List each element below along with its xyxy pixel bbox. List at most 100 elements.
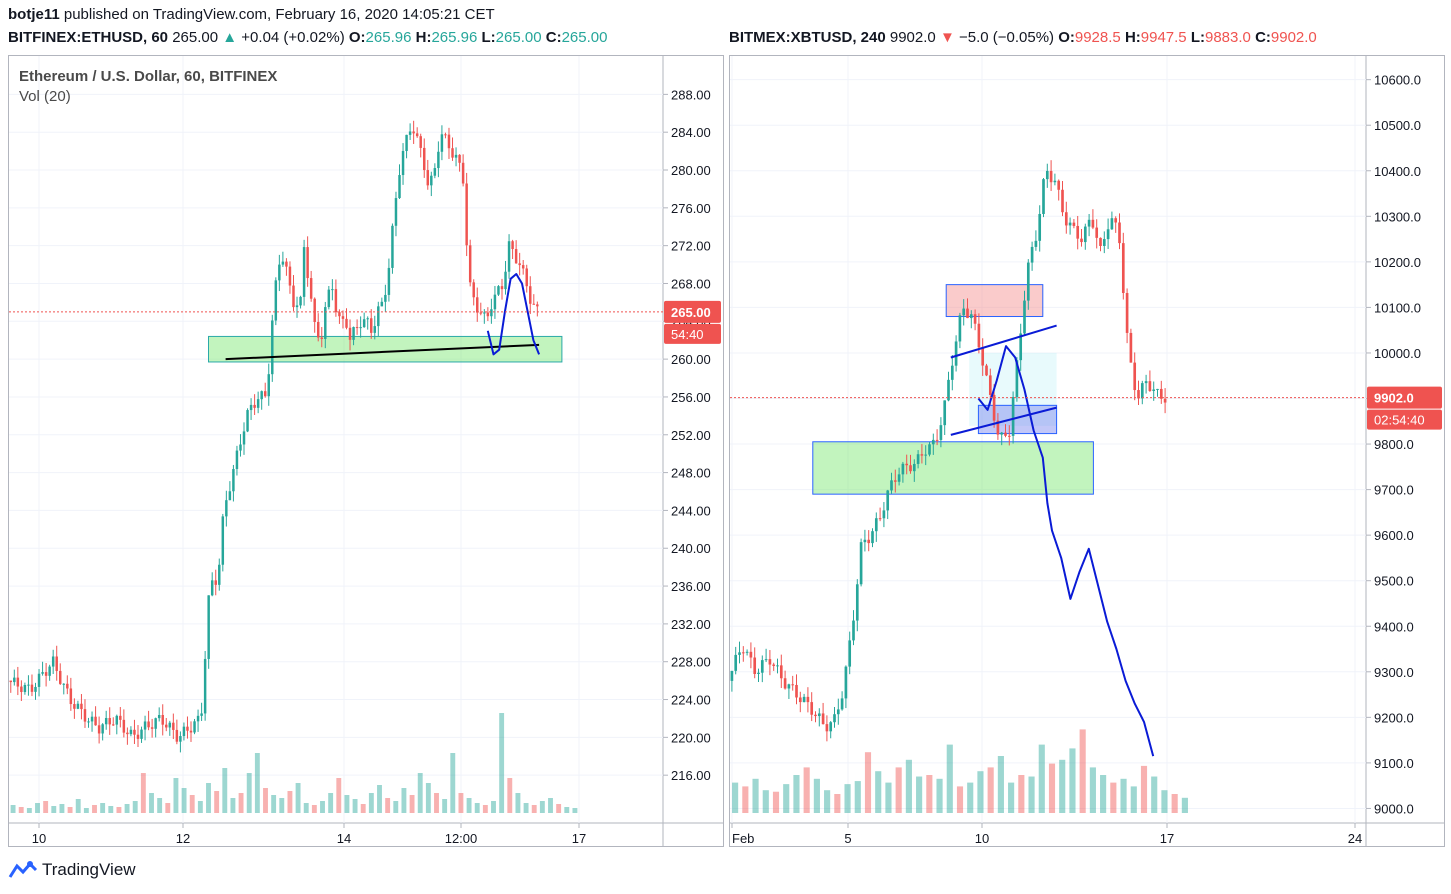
- candle: [271, 320, 274, 375]
- candle: [263, 391, 267, 397]
- candle: [882, 510, 886, 519]
- y-tick-label: 220.00: [671, 730, 711, 745]
- candle: [507, 241, 511, 272]
- candle: [863, 539, 867, 543]
- candle: [1133, 362, 1137, 391]
- y-tick-label: 224.00: [671, 693, 711, 708]
- candle: [985, 365, 988, 376]
- candle: [486, 312, 490, 317]
- tradingview-footer[interactable]: TradingView: [8, 860, 136, 880]
- y-tick-label: 9600.0: [1374, 528, 1414, 543]
- volume-bar: [442, 799, 448, 813]
- y-tick-label: 248.00: [671, 466, 711, 481]
- volume-bar: [539, 801, 545, 813]
- volume-bar: [548, 798, 553, 813]
- volume-bar: [1008, 782, 1015, 813]
- eth-chart-panel[interactable]: 288.00284.00280.00276.00272.00268.00264.…: [8, 55, 724, 847]
- candle: [437, 151, 440, 169]
- candle: [362, 319, 366, 328]
- candle: [51, 656, 55, 667]
- candle: [242, 431, 246, 445]
- candle: [1102, 239, 1106, 246]
- candle: [112, 724, 115, 726]
- candle: [320, 337, 323, 339]
- candle: [423, 147, 426, 171]
- resistance-zone: [945, 284, 1044, 318]
- volume-bar: [409, 795, 415, 813]
- candle: [165, 724, 168, 728]
- volume-bar: [279, 798, 285, 813]
- x-tick-label: 14: [337, 831, 351, 846]
- eth-chart-svg[interactable]: 288.00284.00280.00276.00272.00268.00264.…: [9, 56, 723, 846]
- volume-bar: [263, 788, 268, 813]
- candle: [1125, 293, 1129, 333]
- volume-bar: [393, 801, 399, 813]
- candle: [341, 316, 345, 319]
- volume-bar: [189, 795, 195, 813]
- y-tick-label: 9300.0: [1374, 665, 1414, 680]
- right-close: 9902.0: [1270, 29, 1317, 46]
- candle: [253, 404, 256, 408]
- published-text: published on TradingView.com, February 1…: [63, 6, 495, 23]
- y-tick-label: 10300.0: [1374, 209, 1421, 224]
- candle: [798, 697, 802, 703]
- volume-bar: [875, 771, 882, 813]
- y-tick-label: 9000.0: [1374, 801, 1414, 816]
- author-name[interactable]: botje11: [8, 6, 60, 23]
- candle: [20, 686, 23, 693]
- candle: [1076, 225, 1080, 239]
- volume-bar: [1018, 775, 1025, 813]
- candle: [359, 327, 362, 329]
- candle: [419, 136, 422, 148]
- candle: [83, 709, 87, 722]
- candle: [355, 327, 359, 329]
- y-tick-label: 244.00: [671, 503, 711, 518]
- volume-bar: [977, 771, 984, 813]
- volume-bar: [92, 805, 97, 813]
- volume-bar: [35, 803, 40, 813]
- btc-chart-panel[interactable]: 10600.0 10500.0 10400.0 10300.0 10200.0 10100…: [729, 55, 1445, 847]
- candle: [97, 725, 101, 734]
- candle: [377, 306, 380, 327]
- candle: [1159, 388, 1163, 399]
- candle: [228, 491, 232, 501]
- candle: [37, 673, 41, 687]
- candle: [1118, 222, 1121, 244]
- up-arrow-icon: ▲: [222, 29, 238, 46]
- volume-bar: [149, 793, 154, 813]
- candle: [150, 727, 154, 729]
- btc-chart-svg[interactable]: 10600.010500.010400.010300.010200.010100…: [730, 56, 1444, 846]
- volume-bar: [783, 784, 790, 813]
- candle: [327, 289, 331, 308]
- eth-volume-indicator[interactable]: Vol (20): [19, 88, 71, 105]
- candle: [871, 531, 874, 544]
- y-tick-label: 236.00: [671, 579, 711, 594]
- y-tick-label: 9800.0: [1374, 437, 1414, 452]
- candle: [950, 365, 954, 380]
- volume-bar: [100, 803, 106, 813]
- candle: [23, 684, 27, 693]
- eth-chart-title: Ethereum / U.S. Dollar, 60, BITFINEX: [19, 68, 278, 85]
- y-tick-label: 10600.0: [1374, 73, 1421, 88]
- candle: [734, 654, 738, 671]
- candle: [924, 454, 928, 456]
- candle: [855, 584, 859, 621]
- volume-bar: [1171, 794, 1178, 813]
- candle: [490, 309, 493, 317]
- candle: [440, 134, 444, 152]
- volume-bar: [1110, 782, 1117, 813]
- candle: [867, 539, 871, 544]
- candle: [836, 709, 840, 715]
- volume-bar: [197, 801, 203, 813]
- candle: [69, 688, 73, 705]
- candle: [969, 314, 973, 319]
- volume-bar: [885, 782, 892, 813]
- candle: [1011, 397, 1015, 436]
- candle: [1114, 218, 1118, 223]
- volume-bar: [165, 803, 171, 813]
- candle: [897, 474, 901, 482]
- volume-bar: [311, 805, 317, 813]
- volume-bar: [967, 782, 974, 813]
- candle: [920, 454, 924, 456]
- candle: [182, 726, 186, 737]
